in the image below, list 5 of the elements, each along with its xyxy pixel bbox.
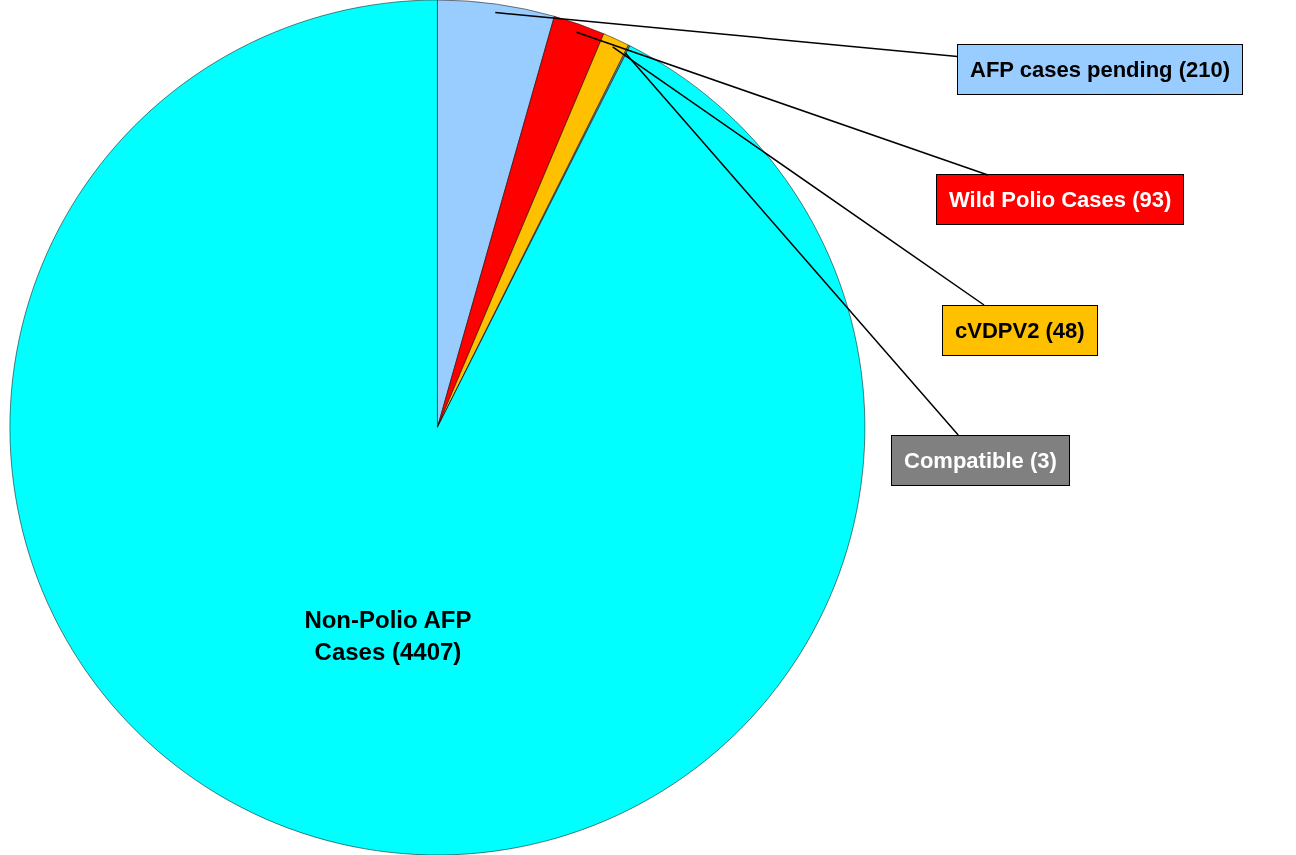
slice-label: Wild Polio Cases (93) — [949, 187, 1172, 212]
slice-label: Non-Polio AFP Cases (4407) — [304, 606, 472, 665]
slice-label: AFP cases pending (210) — [970, 57, 1231, 82]
slice-label: cVDPV2 (48) — [955, 318, 1085, 343]
slice-label: Compatible (3) — [904, 448, 1057, 473]
